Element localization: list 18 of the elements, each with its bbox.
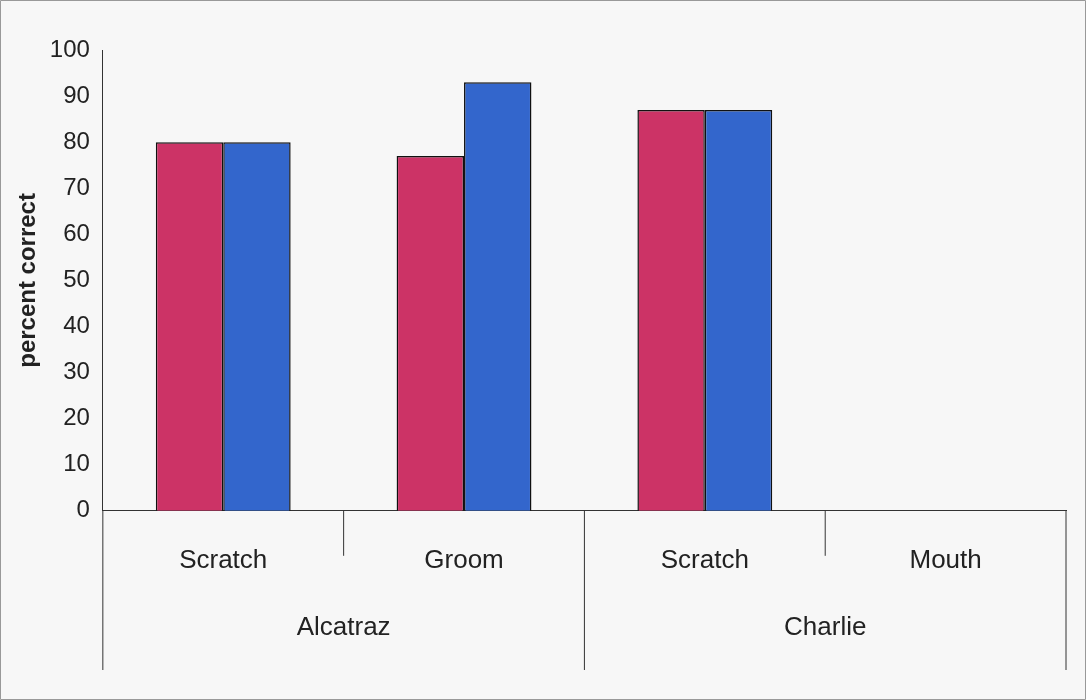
x-tick-label: Scratch (179, 543, 268, 574)
y-tick-label: 40 (63, 311, 90, 339)
x-tick-label: Groom (424, 543, 504, 574)
x-tick-label: Scratch (660, 543, 749, 574)
text: Charlie (784, 610, 867, 641)
y-tick-label: 50 (63, 265, 90, 293)
text: Alcatraz (296, 610, 391, 641)
x-tick-label: Mouth (909, 543, 982, 574)
y-tick-label: 10 (63, 449, 90, 477)
y-tick-label: 70 (63, 172, 90, 200)
y-tick-label: 20 (63, 403, 90, 431)
y-tick-label: 30 (63, 357, 90, 385)
y-tick-label: 0 (76, 495, 90, 523)
y-axis-title: percent correct (13, 193, 41, 368)
y-tick-label: 100 (49, 34, 90, 62)
y-tick-label: 60 (63, 218, 90, 246)
y-tick-label: 80 (63, 126, 90, 154)
y-tick-label: 90 (63, 80, 90, 108)
